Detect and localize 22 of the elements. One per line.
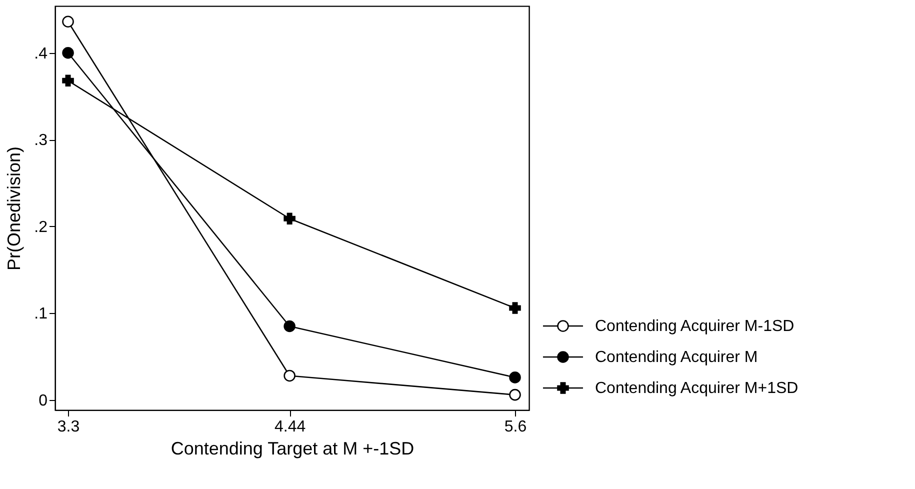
- x-axis-title: Contending Target at M +-1SD: [170, 438, 414, 458]
- point: [284, 370, 296, 382]
- point: [62, 16, 74, 28]
- y-tick-label: .2: [34, 218, 48, 236]
- point: [509, 302, 521, 314]
- point: [509, 388, 521, 401]
- x-tick-label: 3.3: [57, 418, 80, 436]
- x-tick-label: 5.6: [504, 418, 527, 436]
- y-tick-label: .1: [34, 306, 48, 323]
- point: [284, 320, 296, 332]
- point: [62, 46, 74, 59]
- legend-label: Contending Acquirer M+1SD: [595, 380, 798, 397]
- y-tick-label: 0: [38, 392, 48, 410]
- y-axis-title: Pr(Onedivision): [4, 146, 24, 271]
- point: [62, 74, 74, 87]
- point: [509, 372, 521, 384]
- y-tick-label: .4: [34, 45, 48, 62]
- x-tick-label: 4.44: [274, 418, 306, 436]
- legend-label: Contending Acquirer M-1SD: [595, 318, 794, 335]
- legend-label: Contending Acquirer M: [595, 349, 758, 366]
- point: [284, 212, 296, 225]
- y-tick-label: .3: [34, 132, 48, 150]
